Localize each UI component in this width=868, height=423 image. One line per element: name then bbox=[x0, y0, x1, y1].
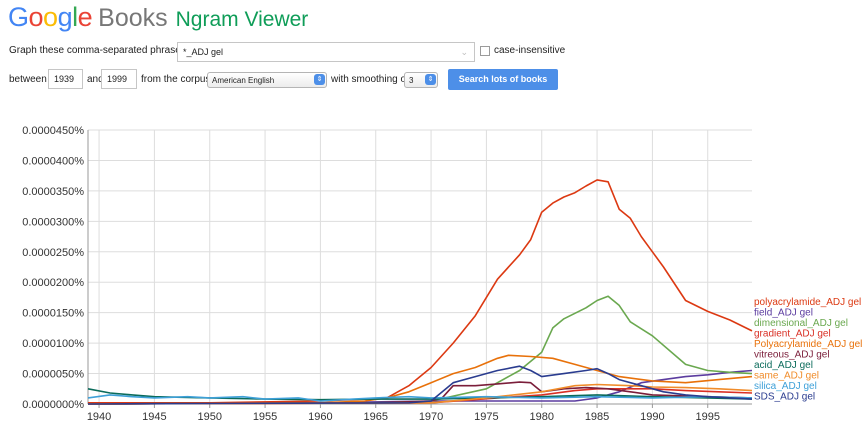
ngram-viewer-title: Ngram Viewer bbox=[175, 8, 309, 31]
x-tick-label: 1940 bbox=[87, 411, 111, 423]
case-insensitive-checkbox[interactable] bbox=[480, 46, 490, 56]
corpus-select[interactable]: American English ⇕ bbox=[207, 72, 327, 88]
y-tick-label: 0.0000000% bbox=[22, 399, 84, 411]
y-tick-label: 0.0000150% bbox=[22, 308, 84, 320]
x-tick-label: 1965 bbox=[363, 411, 387, 423]
y-tick-label: 0.0000350% bbox=[22, 186, 84, 198]
y-tick-label: 0.0000300% bbox=[22, 216, 84, 228]
start-year-value: 1939 bbox=[54, 74, 75, 84]
y-tick-label: 0.0000200% bbox=[22, 277, 84, 289]
ngram-viewer-logo[interactable]: Google Books Ngram Viewer bbox=[8, 2, 308, 38]
legend-label: same_ADJ gel bbox=[754, 371, 819, 382]
phrases-label: Graph these comma-separated phrases: bbox=[9, 45, 189, 56]
smoothing-select[interactable]: 3 ⇕ bbox=[404, 72, 438, 88]
y-tick-label: 0.0000100% bbox=[22, 338, 84, 350]
legend-label: SDS_ADJ gel bbox=[754, 392, 815, 403]
legend-label: gradient_ADJ gel bbox=[754, 329, 831, 340]
google-letter: g bbox=[57, 2, 73, 32]
legend-label: vitreous_ADJ gel bbox=[754, 350, 830, 361]
google-letter: o bbox=[28, 2, 44, 32]
query-form: Graph these comma-separated phrases: *_A… bbox=[0, 0, 868, 100]
phrases-input-value: *_ADJ gel bbox=[183, 47, 224, 57]
and-label: and bbox=[87, 74, 104, 85]
select-arrows-icon: ⇕ bbox=[314, 74, 325, 85]
corpus-select-value: American English bbox=[212, 76, 275, 85]
google-wordmark: Google bbox=[8, 2, 93, 33]
series-line-9 bbox=[87, 365, 753, 405]
x-tick-label: 1970 bbox=[419, 411, 443, 423]
select-arrows-icon: ⇕ bbox=[425, 74, 436, 85]
y-tick-label: 0.0000400% bbox=[22, 155, 84, 167]
legend-label: acid_ADJ gel bbox=[754, 360, 813, 371]
y-tick-label: 0.0000450% bbox=[22, 125, 84, 137]
chevron-down-icon[interactable]: ⌄ bbox=[460, 47, 468, 57]
legend-label: dimensional_ADJ gel bbox=[754, 318, 848, 329]
case-insensitive-label: case-insensitive bbox=[494, 45, 566, 56]
end-year-value: 1999 bbox=[107, 74, 128, 84]
x-tick-label: 1990 bbox=[640, 411, 664, 423]
legend-label: field_ADJ gel bbox=[754, 308, 813, 319]
google-letter: G bbox=[8, 2, 29, 32]
books-wordmark: Books bbox=[98, 4, 168, 32]
end-year-input[interactable]: 1999 bbox=[101, 69, 137, 89]
between-label: between bbox=[9, 74, 47, 85]
ngram-chart: 0.0000000% 0.0000050% 0.0000100% 0.0000150%… bbox=[22, 125, 862, 423]
legend-label: Polyacrylamide_ADJ gel bbox=[754, 339, 862, 350]
y-tick-label: 0.0000250% bbox=[22, 247, 84, 259]
x-tick-label: 1955 bbox=[253, 411, 277, 423]
x-tick-label: 1985 bbox=[585, 411, 609, 423]
corpus-label: from the corpus bbox=[141, 74, 211, 85]
legend-label: silica_ADJ gel bbox=[754, 381, 817, 392]
series-line-7 bbox=[87, 383, 753, 405]
smoothing-select-value: 3 bbox=[409, 76, 414, 85]
series-line-8 bbox=[87, 394, 753, 402]
series-line-2 bbox=[87, 295, 753, 405]
smoothing-label: with smoothing of bbox=[331, 74, 409, 85]
google-letter: e bbox=[77, 2, 93, 32]
x-tick-label: 1980 bbox=[529, 411, 553, 423]
start-year-input[interactable]: 1939 bbox=[48, 69, 83, 89]
series-line-0 bbox=[88, 179, 753, 404]
google-letter: o bbox=[43, 2, 58, 32]
x-tick-label: 1950 bbox=[197, 411, 221, 423]
phrases-input[interactable]: *_ADJ gel ⌄ bbox=[177, 42, 475, 62]
y-tick-label: 0.0000050% bbox=[22, 369, 84, 381]
x-tick-label: 1995 bbox=[695, 411, 719, 423]
google-letter: l bbox=[72, 2, 78, 32]
series-line-6 bbox=[87, 388, 753, 401]
legend-label: polyacrylamide_ADJ gel bbox=[754, 297, 861, 308]
x-tick-label: 1960 bbox=[308, 411, 332, 423]
x-tick-label: 1945 bbox=[142, 411, 166, 423]
search-button[interactable]: Search lots of books bbox=[448, 69, 558, 90]
x-tick-label: 1975 bbox=[474, 411, 498, 423]
